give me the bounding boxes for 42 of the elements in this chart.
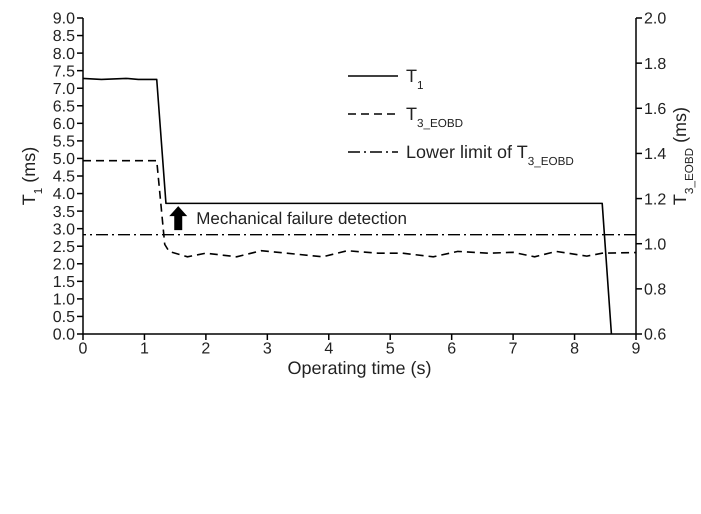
y2-tick-label: 1.2 bbox=[644, 191, 666, 208]
y-tick-label: 8.5 bbox=[52, 28, 76, 46]
x-tick-label: 5 bbox=[386, 340, 395, 358]
x-axis-title: Operating time (s) bbox=[287, 358, 432, 378]
x-tick-label: 2 bbox=[201, 340, 210, 358]
y-tick-label: 4.0 bbox=[52, 186, 76, 204]
y-tick-label: 4.5 bbox=[52, 168, 76, 186]
y2-tick-label: 1.0 bbox=[644, 236, 666, 254]
y-tick-label: 1.5 bbox=[52, 274, 76, 292]
y2-tick-label: 0.8 bbox=[644, 282, 666, 299]
y-tick-label: 5.5 bbox=[52, 134, 76, 151]
y-tick-label: 2.5 bbox=[52, 238, 76, 256]
x-tick-label: 8 bbox=[570, 340, 580, 358]
y-tick-label: 0.5 bbox=[52, 309, 76, 326]
y-tick-label: 9.0 bbox=[52, 10, 76, 28]
x-tick-label: 0 bbox=[78, 340, 88, 358]
y2-tick-label: 2.0 bbox=[644, 10, 666, 28]
x-tick-label: 4 bbox=[324, 340, 334, 358]
legend-label: T$_{3_EOBD}$ bbox=[406, 104, 464, 130]
legend-label: T$_{1}$ bbox=[406, 66, 424, 92]
y-tick-label: 6.0 bbox=[52, 116, 76, 134]
y-tick-label: 5.0 bbox=[52, 151, 76, 168]
y2-tick-label: 1.6 bbox=[644, 100, 666, 118]
x-tick-label: 6 bbox=[447, 340, 456, 358]
y2-tick-label: 0.6 bbox=[644, 326, 666, 344]
y-tick-label: 7.0 bbox=[52, 80, 76, 98]
x-tick-label: 1 bbox=[140, 340, 149, 358]
y-tick-label: 7.5 bbox=[52, 63, 76, 80]
y-tick-label: 1.0 bbox=[52, 292, 76, 309]
legend-label: Lower limit of T$_{3_EOBD}$ bbox=[406, 142, 574, 168]
y-tick-label: 2.0 bbox=[52, 256, 76, 274]
y-tick-label: 3.5 bbox=[52, 204, 76, 221]
y-tick-label: 6.5 bbox=[52, 98, 76, 116]
x-tick-label: 7 bbox=[508, 340, 518, 358]
y-tick-label: 8.0 bbox=[52, 46, 76, 63]
y2-tick-label: 1.4 bbox=[644, 146, 666, 164]
y-tick-label: 3.0 bbox=[52, 221, 76, 238]
y-tick-label: 0.0 bbox=[52, 326, 76, 344]
x-tick-label: 9 bbox=[632, 340, 641, 358]
y2-tick-label: 1.8 bbox=[644, 56, 666, 73]
annotation: Mechanical failure detection bbox=[196, 209, 407, 228]
x-tick-label: 3 bbox=[262, 340, 272, 358]
